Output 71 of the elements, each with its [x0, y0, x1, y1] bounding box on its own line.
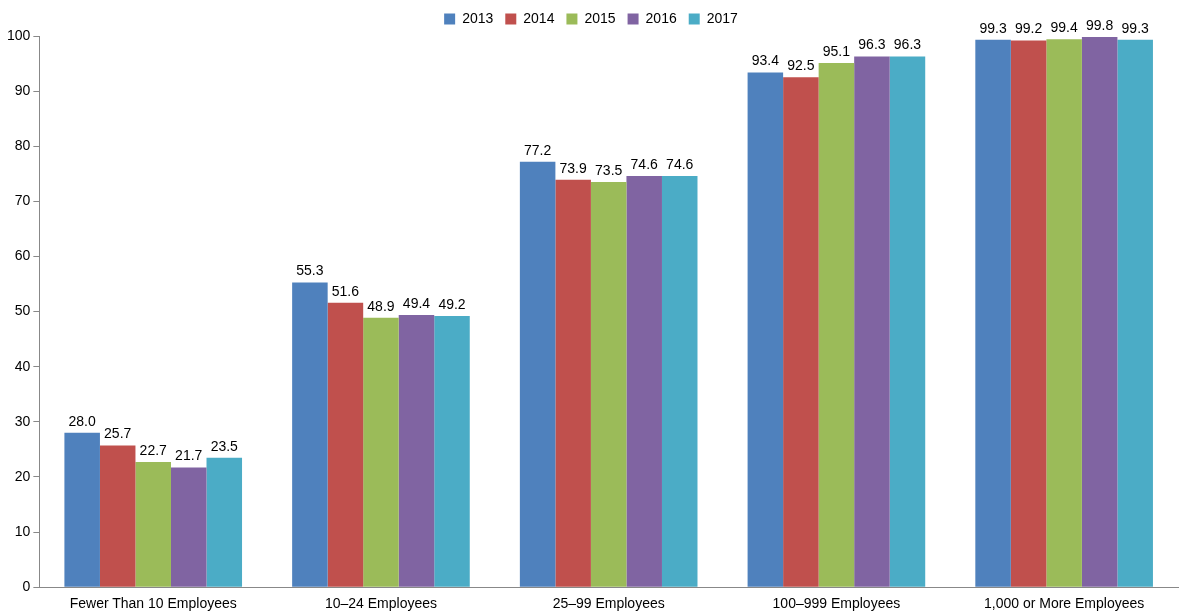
data-label: 55.3 [296, 262, 324, 279]
legend-label: 2013 [462, 9, 494, 26]
y-tick-label: 90 [14, 81, 31, 98]
data-label: 77.2 [524, 141, 552, 158]
data-label: 99.3 [1121, 19, 1150, 36]
data-label: 95.1 [822, 42, 851, 59]
bar [434, 316, 470, 587]
data-label: 99.3 [979, 19, 1007, 36]
data-label: 74.6 [666, 155, 694, 172]
x-tick-label: 10–24 Employees [324, 595, 437, 612]
bar [783, 77, 819, 587]
data-label: 48.9 [367, 297, 395, 314]
bar [590, 182, 627, 587]
bar [555, 179, 591, 587]
data-label: 92.5 [787, 57, 815, 74]
legend-label: 2014 [523, 9, 555, 26]
bar [135, 462, 171, 587]
data-label: 21.7 [175, 447, 203, 464]
bar [292, 282, 328, 587]
bar [661, 176, 698, 587]
data-label: 51.6 [331, 282, 360, 299]
bar [327, 302, 364, 587]
bar [206, 457, 243, 587]
bar [1081, 37, 1118, 587]
y-tick-label: 60 [14, 247, 31, 264]
bar [1010, 40, 1047, 587]
y-tick-label: 100 [7, 26, 31, 43]
data-label: 73.9 [559, 159, 587, 176]
data-label: 49.2 [438, 295, 466, 312]
x-tick-label: 25–99 Employees [552, 595, 665, 612]
bar [64, 432, 100, 587]
bar [975, 39, 1011, 587]
bar [854, 56, 890, 587]
bar [363, 317, 399, 587]
legend-label: 2017 [706, 9, 739, 26]
y-tick-label: 30 [14, 412, 31, 429]
legend-label: 2016 [645, 9, 677, 26]
data-label: 96.3 [893, 36, 922, 53]
y-tick-label: 40 [14, 357, 31, 374]
bar [626, 176, 662, 587]
data-label: 28.0 [68, 412, 97, 429]
data-label: 93.4 [751, 52, 780, 69]
data-label: 74.6 [630, 155, 659, 172]
bar [519, 161, 556, 587]
x-tick-label: Fewer Than 10 Employees [69, 595, 237, 612]
y-tick-label: 0 [22, 578, 31, 595]
data-label: 99.2 [1014, 20, 1043, 37]
bar [747, 72, 784, 587]
y-tick-label: 70 [14, 192, 31, 209]
data-label: 23.5 [210, 437, 239, 454]
bar [1046, 39, 1082, 587]
x-tick-label: 100–999 Employees [772, 595, 901, 612]
legend-label: 2015 [584, 9, 616, 26]
data-label: 96.3 [858, 36, 886, 53]
data-label: 22.7 [139, 441, 168, 458]
bar [818, 63, 855, 587]
data-label: 25.7 [104, 425, 132, 442]
data-label: 73.5 [595, 161, 623, 178]
bar [170, 467, 207, 587]
y-tick-label: 80 [14, 137, 31, 154]
y-tick-label: 10 [14, 522, 31, 539]
data-label: 99.8 [1086, 16, 1114, 33]
bar [99, 445, 136, 587]
data-label: 49.4 [402, 294, 431, 311]
x-tick-label: 1,000 or More Employees [983, 595, 1145, 612]
bar [398, 314, 435, 587]
bar [1117, 39, 1153, 587]
y-tick-label: 20 [14, 467, 31, 484]
y-tick-label: 50 [14, 302, 31, 319]
data-label: 99.4 [1050, 19, 1078, 36]
bar [889, 56, 926, 587]
